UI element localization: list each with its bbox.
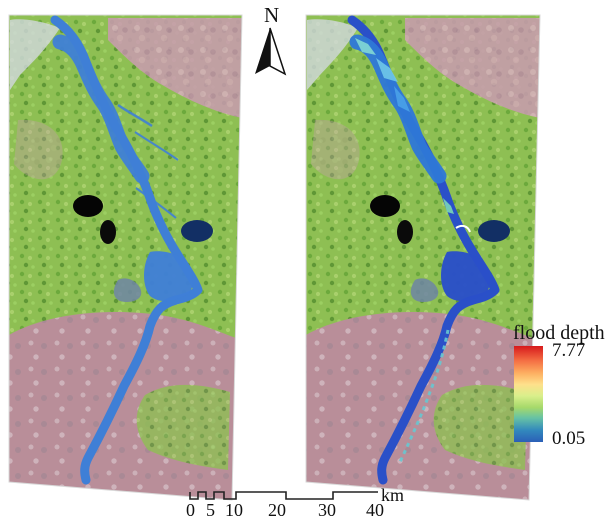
scale-tick-0: 0 (186, 500, 195, 520)
right-map-depth-highlight-2 (376, 58, 398, 82)
flood-depth-legend: flood depth 7.77 0.05 (513, 322, 605, 449)
left-map-tributary-3 (135, 187, 177, 219)
north-arrow-right-half (269, 27, 287, 76)
right-map-eastern-lake (478, 220, 510, 242)
left-map-western-terrain (14, 119, 63, 180)
right-map-depth-highlight-1 (355, 38, 376, 55)
right-map-inlet-highlight (455, 224, 471, 233)
left-map-shadowed-field (113, 278, 142, 302)
right-map (305, 14, 541, 501)
right-map-small-lake (397, 220, 413, 244)
left-map (8, 14, 243, 501)
right-map-northern-terrain (405, 18, 540, 118)
right-map-southern-vegetation (433, 384, 527, 470)
left-map-tributary-1 (117, 103, 153, 128)
right-map-deep-basin (441, 251, 490, 302)
north-label: N (264, 3, 279, 27)
left-map-upper-flood-band (52, 34, 150, 184)
legend-color-ramp (514, 346, 543, 442)
left-map-flooded-basin (144, 251, 193, 302)
scale-tick-5: 5 (206, 500, 215, 520)
left-map-northern-terrain (108, 18, 242, 118)
scale-tick-30: 30 (318, 500, 336, 520)
scale-tick-40: 40 (366, 500, 384, 520)
scale-tick-10: 10 (225, 500, 243, 520)
scale-bar: 0 5 10 20 30 40 km (186, 485, 404, 520)
right-map-border (305, 14, 541, 501)
left-map-tributary-2 (134, 131, 179, 161)
right-map-depth-highlight-4 (443, 198, 454, 214)
legend-min-label: 0.05 (552, 428, 585, 449)
right-map-shallow-channel-highlight (398, 329, 450, 463)
north-arrow: N (255, 3, 287, 76)
left-map-border (8, 14, 243, 501)
north-arrow-left-half (255, 28, 270, 74)
left-map-southern-vegetation (136, 384, 230, 470)
scale-unit: km (381, 485, 404, 505)
right-map-clouds (307, 19, 358, 90)
right-map-western-terrain (311, 119, 360, 180)
left-map-northern-lake (73, 195, 103, 217)
scale-tick-20: 20 (268, 500, 286, 520)
right-map-shadowed-field (410, 278, 439, 302)
right-map-depth-highlight-3 (394, 86, 410, 112)
scale-bar-line (189, 491, 378, 500)
right-map-northern-lake (370, 195, 400, 217)
legend-max-label: 7.77 (552, 340, 585, 361)
left-map-small-lake (100, 220, 116, 244)
legend-title: flood depth (513, 322, 605, 344)
left-map-clouds (10, 19, 60, 90)
left-map-eastern-lake (181, 220, 213, 242)
